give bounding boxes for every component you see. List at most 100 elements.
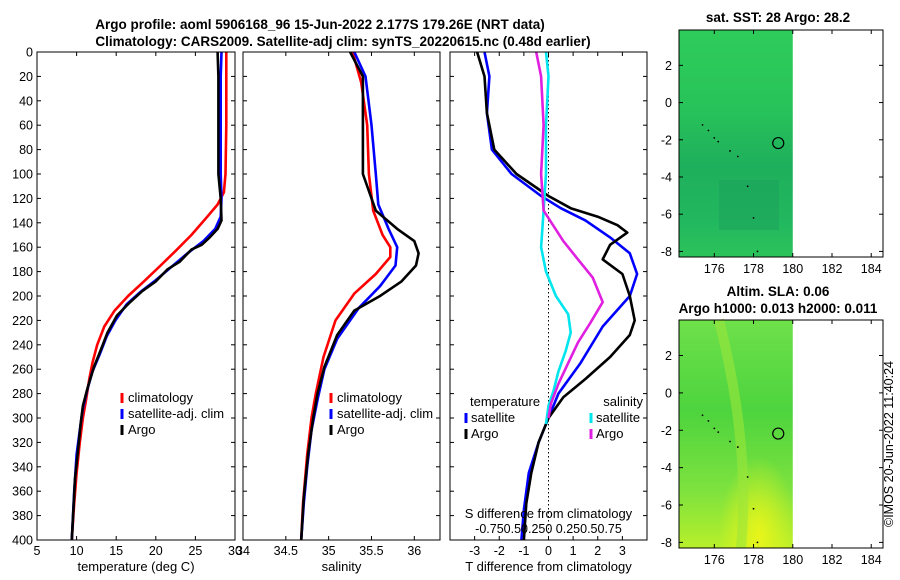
legend-label: satellite-adj. clim (337, 406, 433, 421)
y-tick-label: 160 (12, 241, 33, 255)
y-tick-label: -6 (661, 499, 672, 513)
imos-timestamp: ©IMOS 20-Jun-2022 11:40:24 (882, 361, 896, 527)
x-tick-label: 176 (704, 553, 725, 567)
island-dot (713, 427, 716, 430)
x-tick-label: 36 (407, 544, 421, 558)
y-tick-label: -2 (661, 424, 672, 438)
x-tick-label: 1 (570, 544, 577, 558)
x-tick-label: 178 (743, 262, 764, 276)
x-tick-label: 3 (619, 544, 626, 558)
x-tick-label: 34.5 (274, 544, 298, 558)
y-tick-label: -8 (661, 536, 672, 550)
island-dot (752, 507, 755, 510)
x-tick-label: 15 (109, 544, 123, 558)
map-frame (678, 319, 884, 549)
x-tick-label: 180 (782, 553, 803, 567)
island-dot (746, 476, 749, 478)
x-tick-label: 20 (149, 544, 163, 558)
y-tick-label: 400 (12, 534, 33, 548)
legend-title-salinity: salinity (603, 394, 643, 409)
legend-label: satellite (471, 410, 515, 425)
x-tick-label: 25 (188, 544, 202, 558)
x-tick-label: 184 (861, 553, 882, 567)
y-tick-label: 240 (12, 338, 33, 352)
x-axis-label: T difference from climatology (465, 559, 632, 574)
island-dot (729, 150, 731, 152)
series-line-s-argo (534, 51, 604, 419)
y-tick-label: 320 (12, 436, 33, 450)
figure-title-line2: Climatology: CARS2009. Satellite-adj cli… (95, 34, 590, 49)
island-dot (707, 420, 710, 422)
y-tick-label: 20 (19, 70, 33, 84)
island-dot (746, 185, 749, 188)
y-tick-label: 2 (665, 59, 672, 73)
x-tick-label: 182 (822, 553, 843, 567)
y-tick-label: 60 (19, 119, 33, 133)
y-tick-label: -4 (661, 461, 672, 475)
map-title: Altim. SLA: 0.06 (727, 284, 830, 299)
panel-sst_map: 176 178 180 182 184 2 0 -2 -4 -6 -8 sat. SST: 28 Ar… (661, 10, 884, 276)
legend-label: satellite-adj. clim (128, 406, 224, 421)
map-subtitle: Argo h1000: 0.013 h2000: 0.011 (679, 301, 878, 316)
series-line-argo (70, 51, 223, 541)
series-line-satellite (299, 51, 399, 541)
x-tick-label: 184 (861, 262, 882, 276)
island-dot (707, 129, 710, 132)
series-line-s-satellite (539, 51, 572, 425)
y-tick-label: 120 (12, 192, 33, 206)
y-tick-label: 200 (12, 290, 33, 304)
y-tick-label: 100 (12, 168, 33, 182)
top-axis-ticks: -0.750.50.250 0.250.50.75 (475, 522, 622, 536)
argo-location-marker (772, 427, 785, 440)
y-tick-label: 40 (19, 94, 33, 108)
x-axis-label: temperature (deg C) (77, 559, 194, 574)
argo-location-marker (772, 136, 785, 150)
map-field-band (714, 318, 749, 549)
y-tick-label: 140 (12, 216, 33, 230)
legend-label: climatology (337, 390, 403, 405)
y-tick-label: 0 (665, 96, 672, 110)
island-dot (756, 541, 759, 544)
x-tick-label: 30 (228, 544, 242, 558)
panel-sla_map: 176 178 180 182 184 2 0 -2 -4 -6 -8 Altim. SLA: 0.0… (661, 284, 884, 567)
legend-label: Argo (337, 422, 364, 437)
x-tick-label: 10 (70, 544, 84, 558)
x-tick-label: -2 (494, 544, 505, 558)
y-tick-label: 340 (12, 460, 33, 474)
y-tick-label: 280 (12, 387, 33, 401)
legend-label: Argo (596, 426, 623, 441)
y-tick-label: -4 (661, 170, 672, 184)
y-tick-label: -8 (661, 245, 672, 259)
y-tick-label: 220 (12, 314, 33, 328)
legend-label: Argo (471, 426, 498, 441)
x-axis-label: salinity (322, 559, 362, 574)
panel-difference: -3 -2 -1 0 1 2 3T difference from climatology t… (449, 51, 648, 574)
x-tick-label: 5 (34, 544, 41, 558)
y-tick-label: 80 (19, 143, 33, 157)
y-tick-label: 380 (12, 509, 33, 523)
y-tick-label: 2 (665, 349, 672, 363)
island-dot (717, 140, 720, 143)
y-tick-label: 0 (26, 46, 33, 60)
x-tick-label: 2 (594, 544, 601, 558)
series-line-climatology (299, 51, 392, 541)
map-title: sat. SST: 28 Argo: 28.2 (706, 10, 850, 25)
plot-frame (242, 51, 441, 541)
series-line-argo (299, 51, 420, 541)
x-tick-label: -1 (518, 544, 529, 558)
x-tick-label: 178 (743, 553, 764, 567)
y-tick-label: 260 (12, 363, 33, 377)
y-tick-label: -6 (661, 208, 672, 222)
panel-salinity: 34 34.5 35 35.5 36 salinity climatologysatelli… (236, 51, 441, 574)
x-tick-label: 35.5 (359, 544, 383, 558)
series-line-satellite (70, 51, 223, 541)
island-dot (756, 250, 759, 253)
map-field-patch (719, 180, 779, 230)
legend-label: satellite (596, 410, 640, 425)
legend-title-temperature: temperature (470, 394, 540, 409)
island-dot (752, 217, 755, 219)
series-line-climatology (70, 52, 228, 541)
x-tick-label: 176 (704, 262, 725, 276)
x-tick-label: -3 (469, 544, 480, 558)
